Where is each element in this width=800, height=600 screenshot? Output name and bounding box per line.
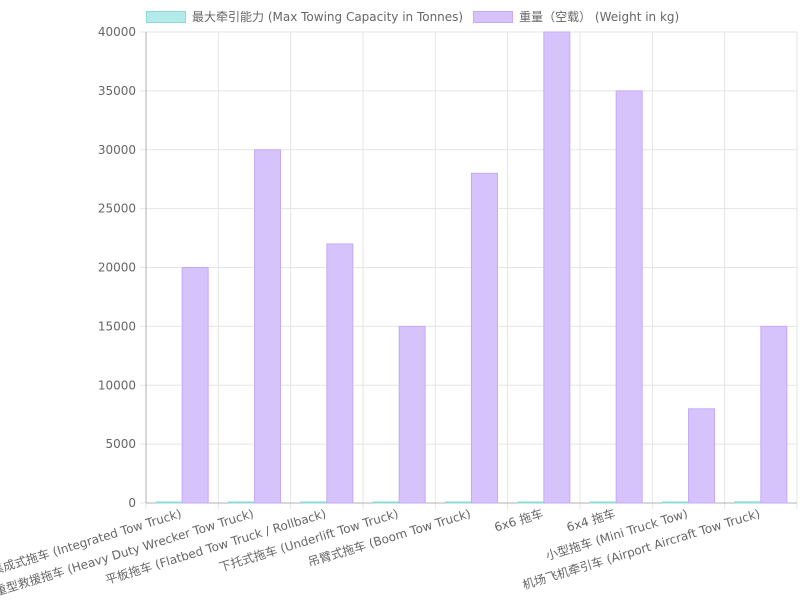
legend-label-towing-capacity: 最大牵引能力 (Max Towing Capacity in Tonnes) (192, 10, 464, 24)
y-tick-label: 5000 (105, 437, 136, 451)
bar-weight (688, 408, 715, 504)
bar-weight (543, 31, 571, 504)
legend-swatch-towing-capacity (146, 10, 186, 23)
y-tick-label: 20000 (98, 261, 136, 275)
x-tick-label: 6x6 拖车 (492, 506, 544, 535)
bar-weight (615, 90, 643, 504)
bar-weight (326, 243, 354, 504)
bar-weight (760, 325, 788, 504)
bar-towing-capacity (300, 501, 328, 504)
bar-weight (471, 172, 498, 504)
bar-towing-capacity (372, 501, 400, 504)
bar-towing-capacity (445, 501, 472, 504)
y-axis-tick-labels: 0 5000 10000 15000 20000 25000 30000 35000 40000 (98, 25, 136, 510)
y-tick-label: 40000 (98, 25, 136, 39)
y-tick-label: 30000 (98, 143, 136, 157)
bar-weight (181, 267, 209, 504)
y-tick-label: 35000 (98, 84, 136, 98)
bar-towing-capacity (734, 501, 762, 504)
bar-weight (254, 149, 281, 504)
legend-swatch-weight (473, 10, 514, 23)
bar-towing-capacity (589, 501, 617, 504)
legend-label-weight: 重量（空载） (Weight in kg) (519, 10, 680, 24)
bar-towing-capacity (662, 501, 689, 504)
legend: 最大牵引能力 (Max Towing Capacity in Tonnes) 重… (146, 8, 689, 25)
bars (155, 31, 788, 504)
y-tick-label: 25000 (98, 202, 136, 216)
legend-item-towing-capacity[interactable]: 最大牵引能力 (Max Towing Capacity in Tonnes) (146, 8, 463, 25)
bar-weight (398, 325, 426, 504)
y-tick-label: 15000 (98, 319, 136, 333)
y-tick-label: 0 (128, 496, 136, 510)
bar-towing-capacity (155, 501, 183, 504)
y-tick-label: 10000 (98, 378, 136, 392)
legend-item-weight[interactable]: 重量（空载） (Weight in kg) (473, 8, 679, 25)
bar-towing-capacity (228, 501, 255, 504)
bar-towing-capacity (517, 501, 545, 504)
x-axis-tick-labels: 集成式拖车 (Integrated Tow Truck)重型救援拖车 (Heav… (0, 506, 762, 599)
